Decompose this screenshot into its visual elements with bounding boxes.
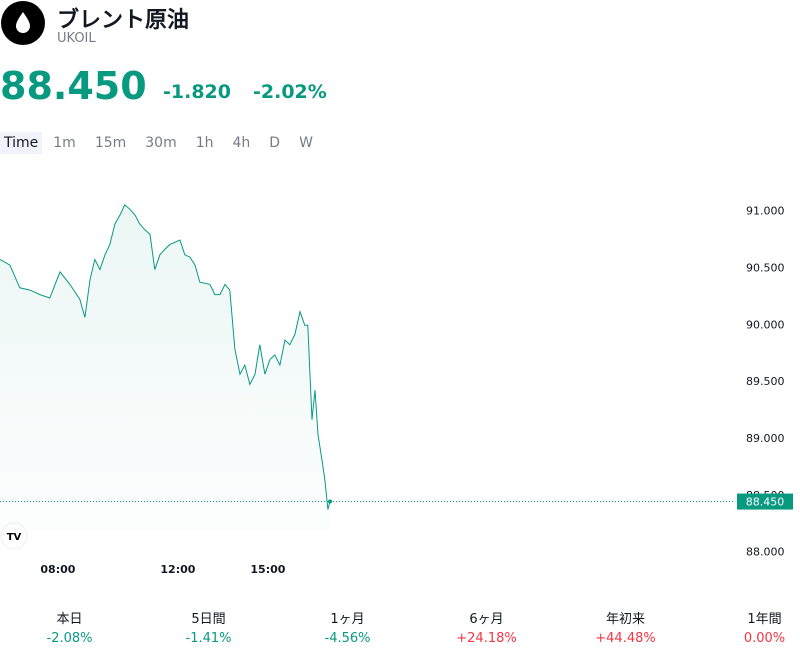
performance-label: 年初来 <box>605 612 645 627</box>
performance-value: -1.41% <box>185 631 232 646</box>
timeframe-tab[interactable]: 1h <box>195 135 214 151</box>
chart: TV 88.00088.50089.00089.50090.00090.5009… <box>0 203 793 576</box>
y-tick-label: 90.000 <box>746 318 785 331</box>
performance-item: 5日間 -1.41% <box>139 610 278 648</box>
x-tick-label: 12:00 <box>160 563 195 576</box>
performance-label: 6ヶ月 <box>469 612 504 627</box>
performance-label: 1ヶ月 <box>330 612 365 627</box>
performance-value: 0.00% <box>743 631 786 646</box>
timeframe-tab[interactable]: 30m <box>145 135 177 151</box>
timeframe-tab[interactable]: Time <box>0 132 43 154</box>
logo <box>1 1 45 45</box>
performance-item: 年初来 +44.48% <box>556 610 695 648</box>
timeframe-tab[interactable]: W <box>299 135 313 151</box>
y-tick-label: 88.000 <box>746 546 785 559</box>
performance-item: 1年間 0.00% <box>695 610 800 648</box>
timeframe-tab[interactable]: 1m <box>53 135 76 151</box>
performance-item: 本日 -2.08% <box>0 610 139 648</box>
timeframe-tab[interactable]: 15m <box>94 135 127 151</box>
performance-item: 6ヶ月 +24.18% <box>417 610 556 648</box>
last-price-label: 88.450 <box>746 496 785 509</box>
svg-text:TV: TV <box>7 532 22 543</box>
price-line <box>0 203 331 510</box>
performance-value: +44.48% <box>595 631 656 646</box>
x-tick-label: 08:00 <box>40 563 75 576</box>
y-tick-label: 89.000 <box>746 432 785 445</box>
performance-label: 5日間 <box>191 612 226 627</box>
y-tick-label: 90.500 <box>746 261 785 274</box>
performance-label: 本日 <box>56 612 83 627</box>
title: ブレント原油 <box>57 8 190 33</box>
performance-value: -2.08% <box>46 631 93 646</box>
performance-label: 1年間 <box>747 612 782 627</box>
last-point <box>328 499 332 504</box>
symbol: UKOIL <box>57 31 96 46</box>
performance: 本日 -2.08% 5日間 -1.41% 1ヶ月 -4.56% 6ヶ月 +24.18% 年初来 +… <box>0 610 800 648</box>
y-tick-label: 89.500 <box>746 375 785 388</box>
timeframe-tab[interactable]: D <box>269 135 281 151</box>
performance-value: -4.56% <box>324 631 371 646</box>
change: -1.820 <box>163 81 231 103</box>
last-price-box <box>737 493 793 510</box>
x-tick-label: 15:00 <box>250 563 285 576</box>
price: 88.450 <box>0 64 147 108</box>
timeframe-tab[interactable]: 4h <box>232 135 251 151</box>
tabs: Time 1m 15m 30m 1h 4h D W <box>0 132 324 154</box>
performance-item: 1ヶ月 -4.56% <box>278 610 417 648</box>
area-fill <box>0 204 330 531</box>
change-pct: -2.02% <box>253 81 327 103</box>
performance-value: +24.18% <box>456 631 517 646</box>
y-tick-label: 91.000 <box>746 205 785 218</box>
